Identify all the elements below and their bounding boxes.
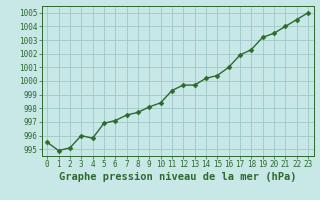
X-axis label: Graphe pression niveau de la mer (hPa): Graphe pression niveau de la mer (hPa) — [59, 172, 296, 182]
